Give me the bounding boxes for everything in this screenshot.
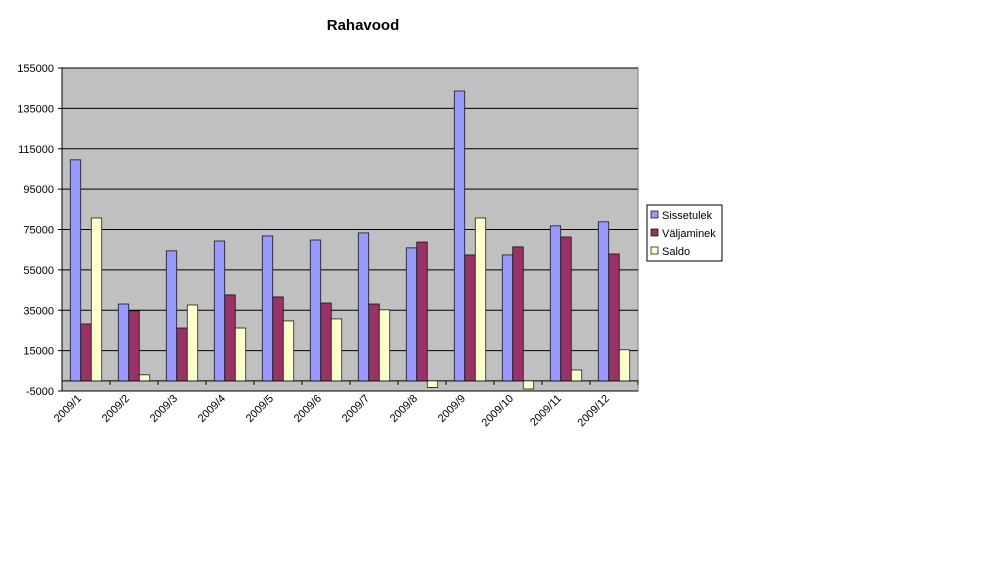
y-tick-label: 75000 [23,225,54,237]
bar [69,159,82,382]
bar [128,310,140,382]
bar [560,236,572,382]
bar [80,323,92,382]
bar [416,241,428,382]
bar [522,380,535,390]
bar [330,318,343,382]
bar [426,380,439,388]
bar [597,221,610,382]
bar [512,246,524,382]
bar [474,217,487,382]
bar [549,225,562,382]
bar [224,294,236,382]
legend-swatch [650,228,659,237]
bar [176,327,188,382]
bar [186,304,199,382]
legend-box [646,204,723,262]
y-tick-label: 155000 [17,63,54,75]
bar [608,253,620,382]
legend-label: Saldo [662,246,690,258]
bar [453,90,466,382]
bar [90,217,103,382]
bar [282,320,295,382]
y-tick-label: 35000 [23,305,54,317]
bar [117,303,130,382]
legend-label: Väljaminek [662,228,716,240]
y-tick-label: 95000 [23,184,54,196]
bar [357,232,370,382]
legend-label: Sissetulek [662,210,713,222]
y-tick-label: 55000 [23,265,54,277]
bar [320,302,332,382]
bar [213,240,226,382]
bar [405,247,418,382]
y-tick-label: 115000 [18,144,54,156]
bar [368,303,380,382]
legend-swatch [650,210,659,219]
y-tick-label: 135000 [17,103,54,115]
bar [501,254,514,382]
chart-title: Rahavood [327,17,400,34]
bar [234,327,247,382]
legend-swatch [650,246,659,255]
bar [138,374,151,382]
bar [464,254,476,382]
y-tick-label: 15000 [23,346,54,358]
bar [165,250,178,382]
bar [261,235,274,382]
y-tick-label: -5000 [26,386,54,398]
bar [618,349,631,382]
bar [272,296,284,382]
bar [309,239,322,382]
bar [378,309,391,382]
bar [570,369,583,382]
